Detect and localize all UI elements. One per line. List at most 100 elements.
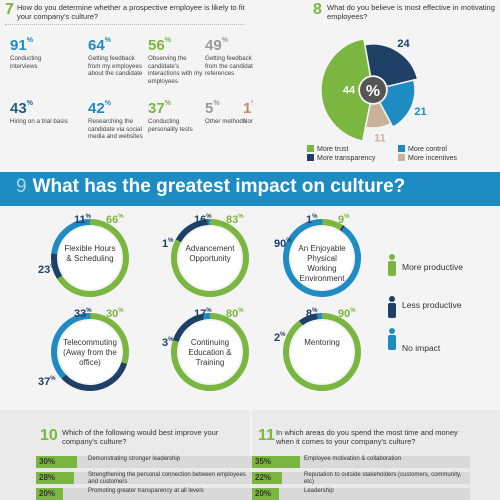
- q8-pie-chart: 44 24 21 11%: [320, 37, 427, 144]
- bar-row: 20% Leadership: [252, 488, 470, 500]
- q10-number: 10: [40, 427, 58, 444]
- q9-ring: [283, 219, 361, 297]
- q7-stat-pct: 49%: [205, 37, 228, 54]
- bar-fill: [252, 472, 283, 484]
- q10-question: Which of the following would best improv…: [62, 428, 219, 446]
- q7-stat-text: Getting feedback from the candidate's re…: [205, 55, 261, 78]
- q9-item-label: Continuing Education & Training: [188, 338, 232, 367]
- q7-stat-pct: 37%: [148, 100, 171, 117]
- q9-title: 9 What has the greatest impact on culture…: [16, 176, 405, 198]
- q7-stat-text: Researching the candidate via social med…: [88, 118, 143, 141]
- divider: [5, 24, 245, 25]
- bar-row: 30% Demonstrating stronger leadership: [36, 456, 254, 468]
- q7-stat-text: Getting feedback from my employees about…: [88, 55, 143, 78]
- bar-row: 35% Employee motivation & collaboration: [252, 456, 470, 468]
- q7-stat: 91% Conducting interviews: [10, 37, 70, 70]
- q8-number: 8: [313, 1, 322, 18]
- pie-slice-3: [364, 101, 392, 129]
- q9-pct-more: 9%: [338, 214, 350, 226]
- q8-question: What do you believe is most effective in…: [327, 3, 495, 21]
- legend-swatch: [398, 154, 405, 161]
- q9-pct-more: 90%: [338, 308, 356, 320]
- bar-label: Strengthening the personal connection be…: [88, 472, 246, 485]
- q7-stat-text: Other methods: [205, 118, 246, 125]
- q7-stat-pct: 91%: [10, 37, 33, 54]
- q9-pct-more: 80%: [226, 308, 244, 320]
- q9-ring: [171, 313, 249, 391]
- q7-stat-text: Conducting personality tests: [148, 118, 193, 133]
- q7-stat-pct: 56%: [148, 37, 171, 54]
- bar-fill: [36, 488, 64, 500]
- person-icon-less: [388, 296, 396, 318]
- q7-question: How do you determine whether a prospecti…: [17, 3, 245, 21]
- bar-label: Reputation to outside stakeholders (cust…: [304, 472, 462, 485]
- q9-item-label: An Enjoyable Physical Working Environmen…: [298, 244, 346, 283]
- bar-label: Employee motivation & collaboration: [304, 456, 402, 462]
- q7-stat: 56% Observing the candidate's interaction…: [148, 37, 208, 85]
- q9-pct-none: 1%: [162, 238, 174, 250]
- legend-none: No impact: [402, 343, 441, 353]
- bar-label: Demonstrating stronger leadership: [88, 456, 181, 462]
- q7-stat: 64% Getting feedback from my employees ab…: [88, 37, 148, 78]
- q9-pct-none: 23%: [38, 264, 56, 276]
- q9-item-label: Mentoring: [304, 338, 340, 347]
- pie-slice-0: [320, 37, 372, 142]
- q9-pct-none: 90%: [274, 238, 292, 250]
- q9-title-text: What has the greatest impact on culture?: [32, 176, 406, 197]
- legend-swatch: [307, 145, 314, 152]
- bar-pct: 28%: [39, 473, 56, 482]
- q11-question: In which areas do you spend the most tim…: [276, 428, 458, 446]
- q9-pct-less: 1%: [306, 214, 318, 226]
- q7-number: 7: [5, 1, 14, 18]
- q11-panel: 11 In which areas do you spend the most …: [252, 410, 500, 500]
- q8-legend-item: More incentives: [398, 154, 457, 162]
- q9-ring: [51, 313, 129, 391]
- bar-row: 28% Strengthening the personal connection…: [36, 472, 254, 485]
- q9-pct-less: 16%: [194, 214, 212, 226]
- q7-stat: 37% Conducting personality tests: [148, 100, 208, 133]
- q10-panel: 10 Which of the following would best imp…: [0, 410, 254, 500]
- bar-row: 22% Reputation to outside stakeholders (c…: [252, 472, 470, 485]
- q7-stat-pct: 5%: [205, 100, 220, 117]
- bar-pct: 35%: [255, 457, 272, 466]
- q9-pct-less: 8%: [306, 308, 318, 320]
- q9-number: 9: [16, 176, 27, 197]
- person-icon-more: [388, 254, 396, 276]
- legend-more: More productive: [402, 262, 463, 272]
- q8-legend-item: More transparency: [307, 154, 375, 162]
- q9-pct-none: 3%: [162, 337, 174, 349]
- pie-slice-1: [364, 43, 419, 88]
- pie-label-2: 21: [414, 106, 426, 118]
- q8-legend-item: More control: [398, 145, 447, 153]
- q9-pct-none: 2%: [274, 332, 286, 344]
- person-icon-none: [388, 328, 396, 350]
- q7-stat-text: None: [243, 118, 258, 125]
- pie-slice-2: [378, 79, 416, 129]
- bar-fill: [252, 456, 300, 468]
- q9-item-label: Advancement Opportunity: [185, 244, 235, 263]
- pie-label-3: 11: [374, 132, 386, 144]
- legend-swatch: [307, 154, 314, 161]
- q11-number: 11: [258, 427, 275, 444]
- q7-stat-text: Conducting interviews: [10, 55, 42, 70]
- q7-stat: 49% Getting feedback from the candidate's…: [205, 37, 265, 78]
- q9-pct-less: 33%: [74, 308, 92, 320]
- q9-pct-none: 37%: [38, 376, 56, 388]
- q9-item-label: Telecommuting (Away from the office): [63, 338, 117, 367]
- q9-pct-less: 17%: [194, 308, 212, 320]
- q9-item-label: Flexible Hours & Scheduling: [64, 244, 116, 263]
- q7-stat-pct: 64%: [88, 37, 111, 54]
- bar-pct: 22%: [255, 473, 272, 482]
- bar-label: Promoting greater transparency at all le…: [88, 488, 204, 494]
- bar-fill: [252, 488, 280, 500]
- q7-stat: 5% Other methods: [205, 100, 265, 126]
- pie-center-label: %: [366, 83, 380, 100]
- legend-less: Less productive: [402, 300, 462, 310]
- pie-label-0: 44: [343, 85, 356, 97]
- bar-fill: [36, 472, 75, 484]
- q7-stat-pct: 43%: [10, 100, 33, 117]
- q7-stat-pct: 42%: [88, 100, 111, 117]
- q7-stat-text: Hiring on a trial basis: [10, 118, 68, 125]
- q9-banner: 9 What has the greatest impact on culture…: [0, 172, 500, 206]
- bar-pct: 30%: [39, 457, 56, 466]
